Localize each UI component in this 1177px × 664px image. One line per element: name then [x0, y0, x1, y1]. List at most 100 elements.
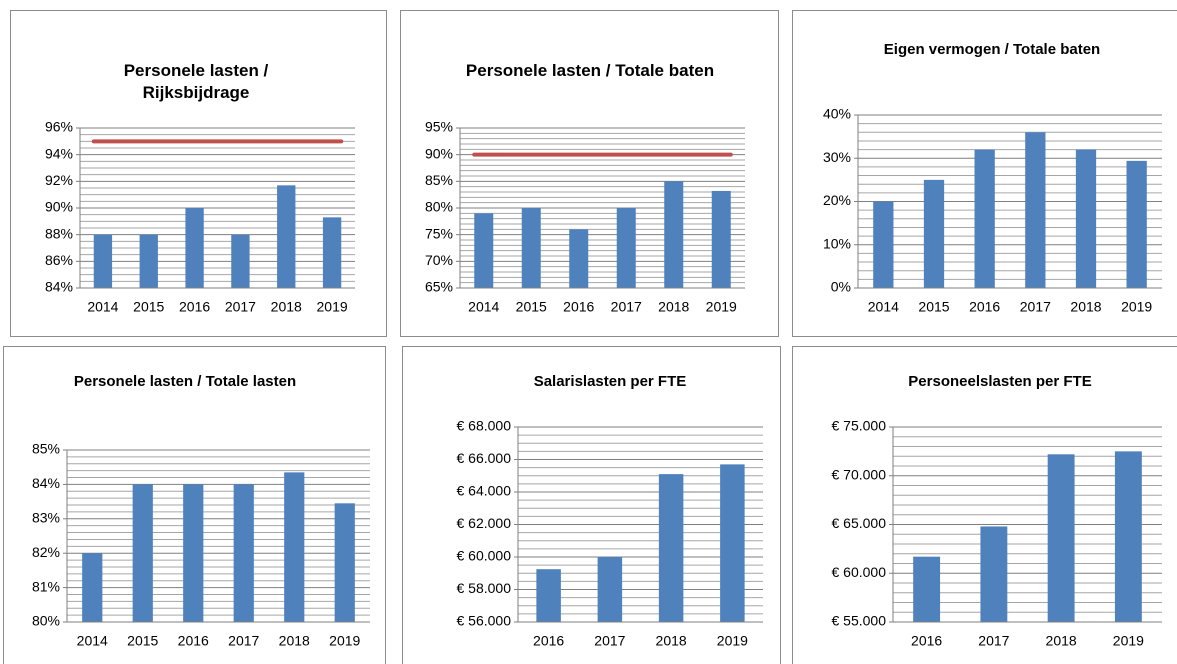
x-tick-label: 2016: [911, 633, 942, 649]
bar: [873, 201, 894, 288]
y-tick-label: 85%: [32, 441, 60, 457]
x-tick-label: 2019: [706, 299, 737, 315]
y-tick-label: 84%: [45, 279, 73, 295]
bar: [334, 503, 355, 622]
chart-title: Personele lasten / Totale lasten: [73, 373, 297, 390]
x-tick-label: 2018: [1070, 299, 1101, 315]
x-tick-label: 2018: [656, 633, 687, 649]
bar: [569, 229, 589, 288]
chart-title: Personele lasten / Totale baten: [465, 61, 715, 80]
bar: [1114, 451, 1142, 622]
y-tick-label: € 68.000: [457, 418, 512, 434]
plot-area: [67, 450, 370, 622]
bar: [322, 217, 342, 288]
x-tick-label: 2015: [133, 299, 164, 315]
y-tick-label: 90%: [425, 145, 453, 161]
x-tick-label: 2017: [228, 633, 259, 649]
x-tick-label: 2018: [1046, 633, 1077, 649]
x-tick-label: 2018: [279, 633, 310, 649]
x-tick-label: 2019: [317, 299, 348, 315]
chart-title: Personele lasten / Rijksbijdrage: [123, 61, 269, 103]
bar: [139, 234, 158, 288]
x-tick-label: 2016: [178, 633, 209, 649]
y-tick-label: 0%: [831, 279, 851, 295]
x-tick-label: 2019: [1121, 299, 1152, 315]
y-tick-label: 95%: [425, 119, 453, 135]
x-tick-label: 2015: [516, 299, 547, 315]
bar: [974, 149, 995, 288]
y-tick-label: € 56.000: [457, 613, 512, 629]
bar: [597, 557, 623, 622]
y-tick-label: € 62.000: [457, 515, 512, 531]
chart-title: Personeelslasten per FTE: [908, 373, 1092, 390]
y-tick-label: 85%: [425, 172, 453, 188]
y-tick-label: € 75.000: [832, 418, 887, 434]
x-tick-label: 2014: [77, 633, 108, 649]
bar: [658, 474, 684, 622]
y-tick-label: € 64.000: [457, 483, 512, 499]
bar: [284, 472, 305, 622]
x-tick-label: 2016: [179, 299, 210, 315]
y-tick-label: 20%: [823, 192, 851, 208]
x-tick-label: 2019: [1113, 633, 1144, 649]
x-tick-label: 2017: [1020, 299, 1051, 315]
x-tick-label: 2015: [918, 299, 949, 315]
bar: [474, 213, 494, 288]
x-tick-label: 2014: [87, 299, 118, 315]
y-tick-label: 83%: [32, 510, 60, 526]
x-tick-label: 2017: [978, 633, 1009, 649]
bar: [664, 181, 684, 288]
bar: [711, 190, 731, 288]
x-tick-label: 2016: [969, 299, 1000, 315]
bar: [913, 556, 941, 622]
y-tick-label: € 70.000: [832, 466, 887, 482]
y-tick-label: 80%: [425, 199, 453, 215]
x-tick-label: 2017: [594, 633, 625, 649]
y-tick-label: € 55.000: [832, 613, 887, 629]
x-tick-label: 2018: [658, 299, 689, 315]
y-tick-label: 65%: [425, 279, 453, 295]
bar: [720, 464, 745, 622]
y-tick-label: 81%: [32, 578, 60, 594]
bar: [185, 208, 204, 288]
x-tick-label: 2016: [533, 633, 564, 649]
y-tick-label: 40%: [823, 106, 851, 122]
bar: [82, 553, 103, 622]
y-tick-label: 82%: [32, 544, 60, 560]
x-tick-label: 2017: [225, 299, 256, 315]
y-tick-label: 94%: [45, 145, 73, 161]
y-tick-label: 90%: [45, 199, 73, 215]
x-tick-label: 2014: [868, 299, 899, 315]
bar: [1047, 454, 1075, 622]
y-tick-label: 30%: [823, 149, 851, 165]
y-tick-label: 88%: [45, 225, 73, 241]
y-tick-label: 70%: [425, 252, 453, 268]
y-tick-label: 92%: [45, 172, 73, 188]
chart-title: Eigen vermogen / Totale baten: [883, 41, 1101, 58]
bar: [93, 234, 113, 288]
bar: [231, 234, 250, 288]
bar: [923, 179, 945, 288]
y-tick-label: € 66.000: [457, 450, 512, 466]
bar: [183, 484, 204, 622]
y-tick-label: 75%: [425, 225, 453, 241]
chart-title: Salarislasten per FTE: [533, 373, 687, 390]
y-tick-label: € 65.000: [832, 515, 887, 531]
y-tick-label: 86%: [45, 252, 73, 268]
x-tick-label: 2014: [468, 299, 499, 315]
y-tick-label: € 60.000: [832, 564, 887, 580]
bar: [1025, 132, 1046, 288]
x-tick-label: 2016: [563, 299, 594, 315]
x-tick-label: 2019: [329, 633, 360, 649]
y-tick-label: 96%: [45, 119, 73, 135]
bar: [233, 484, 254, 622]
y-tick-label: 10%: [823, 235, 851, 251]
bar: [132, 484, 153, 622]
bar: [277, 185, 296, 288]
bar: [536, 569, 561, 622]
y-tick-label: 80%: [32, 613, 60, 629]
y-tick-label: € 58.000: [457, 580, 512, 596]
bar: [1075, 149, 1097, 288]
